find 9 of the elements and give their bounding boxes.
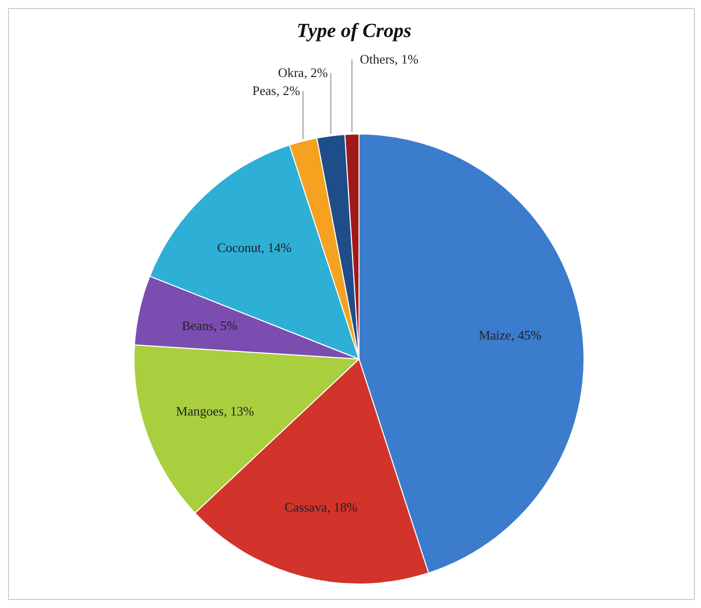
slice-label: Beans, 5% — [182, 318, 238, 334]
slice-label: Maize, 45% — [478, 328, 542, 343]
slice-label: Others, 1% — [360, 52, 419, 66]
slice-label: Coconut, 14% — [217, 240, 292, 255]
slice-label: Peas, 2% — [252, 83, 300, 98]
slice-label: Cassava, 18% — [284, 500, 358, 515]
chart-title: Type of Crops — [296, 20, 412, 42]
slice-label: Mangoes, 13% — [176, 403, 254, 418]
slice-label: Okra, 2% — [278, 65, 328, 80]
